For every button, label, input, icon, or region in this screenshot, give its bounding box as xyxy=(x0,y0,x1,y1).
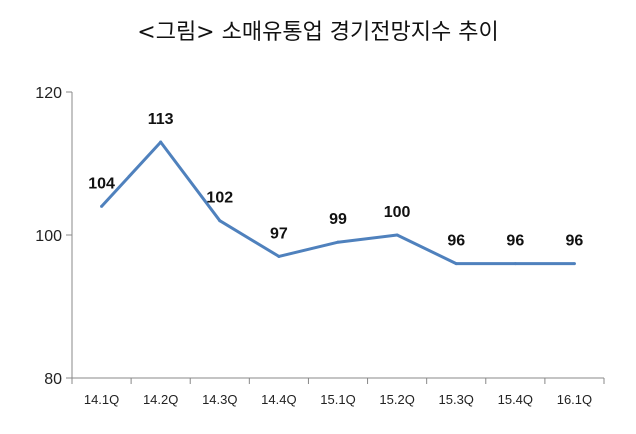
data-label: 113 xyxy=(148,111,174,128)
data-labels: 104 113 102 97 99 100 96 96 96 xyxy=(88,111,583,250)
series-line xyxy=(100,140,575,266)
x-tick-label: 14.2Q xyxy=(143,392,178,407)
data-label: 97 xyxy=(270,225,288,242)
data-point xyxy=(100,204,104,208)
x-tick-label: 16.1Q xyxy=(557,392,592,407)
data-point xyxy=(572,262,576,266)
x-tick-label: 15.3Q xyxy=(439,392,474,407)
data-label: 102 xyxy=(206,190,233,207)
data-point xyxy=(395,233,399,237)
data-point xyxy=(277,254,281,258)
x-tick-label: 14.4Q xyxy=(261,392,296,407)
data-point xyxy=(336,240,340,244)
x-tick-label: 15.1Q xyxy=(320,392,355,407)
chart-title: <그림> 소매유통업 경기전망지수 추이 xyxy=(137,20,499,45)
x-tick-label: 15.2Q xyxy=(379,392,414,407)
data-label: 96 xyxy=(447,233,465,250)
data-point xyxy=(159,140,163,144)
x-tick-label: 14.3Q xyxy=(202,392,237,407)
data-label: 99 xyxy=(329,211,347,228)
data-label: 100 xyxy=(384,204,411,221)
data-point xyxy=(218,219,222,223)
series-group xyxy=(100,140,576,266)
data-point xyxy=(513,262,517,266)
data-label: 96 xyxy=(506,233,524,250)
data-label: 104 xyxy=(88,175,115,192)
x-axis-categories: 14.1Q 14.2Q 14.3Q 14.4Q 15.1Q 15.2Q 15.3Q 15.4Q… xyxy=(71,378,605,407)
x-tick-label: 15.4Q xyxy=(498,392,533,407)
y-axis-ticks: 80 100 120 xyxy=(35,85,72,388)
y-tick-label: 100 xyxy=(35,228,62,245)
x-tick-label: 14.1Q xyxy=(84,392,119,407)
data-point xyxy=(454,262,458,266)
data-label: 96 xyxy=(566,233,584,250)
y-tick-label: 120 xyxy=(35,85,62,102)
y-tick-label: 80 xyxy=(44,371,62,388)
